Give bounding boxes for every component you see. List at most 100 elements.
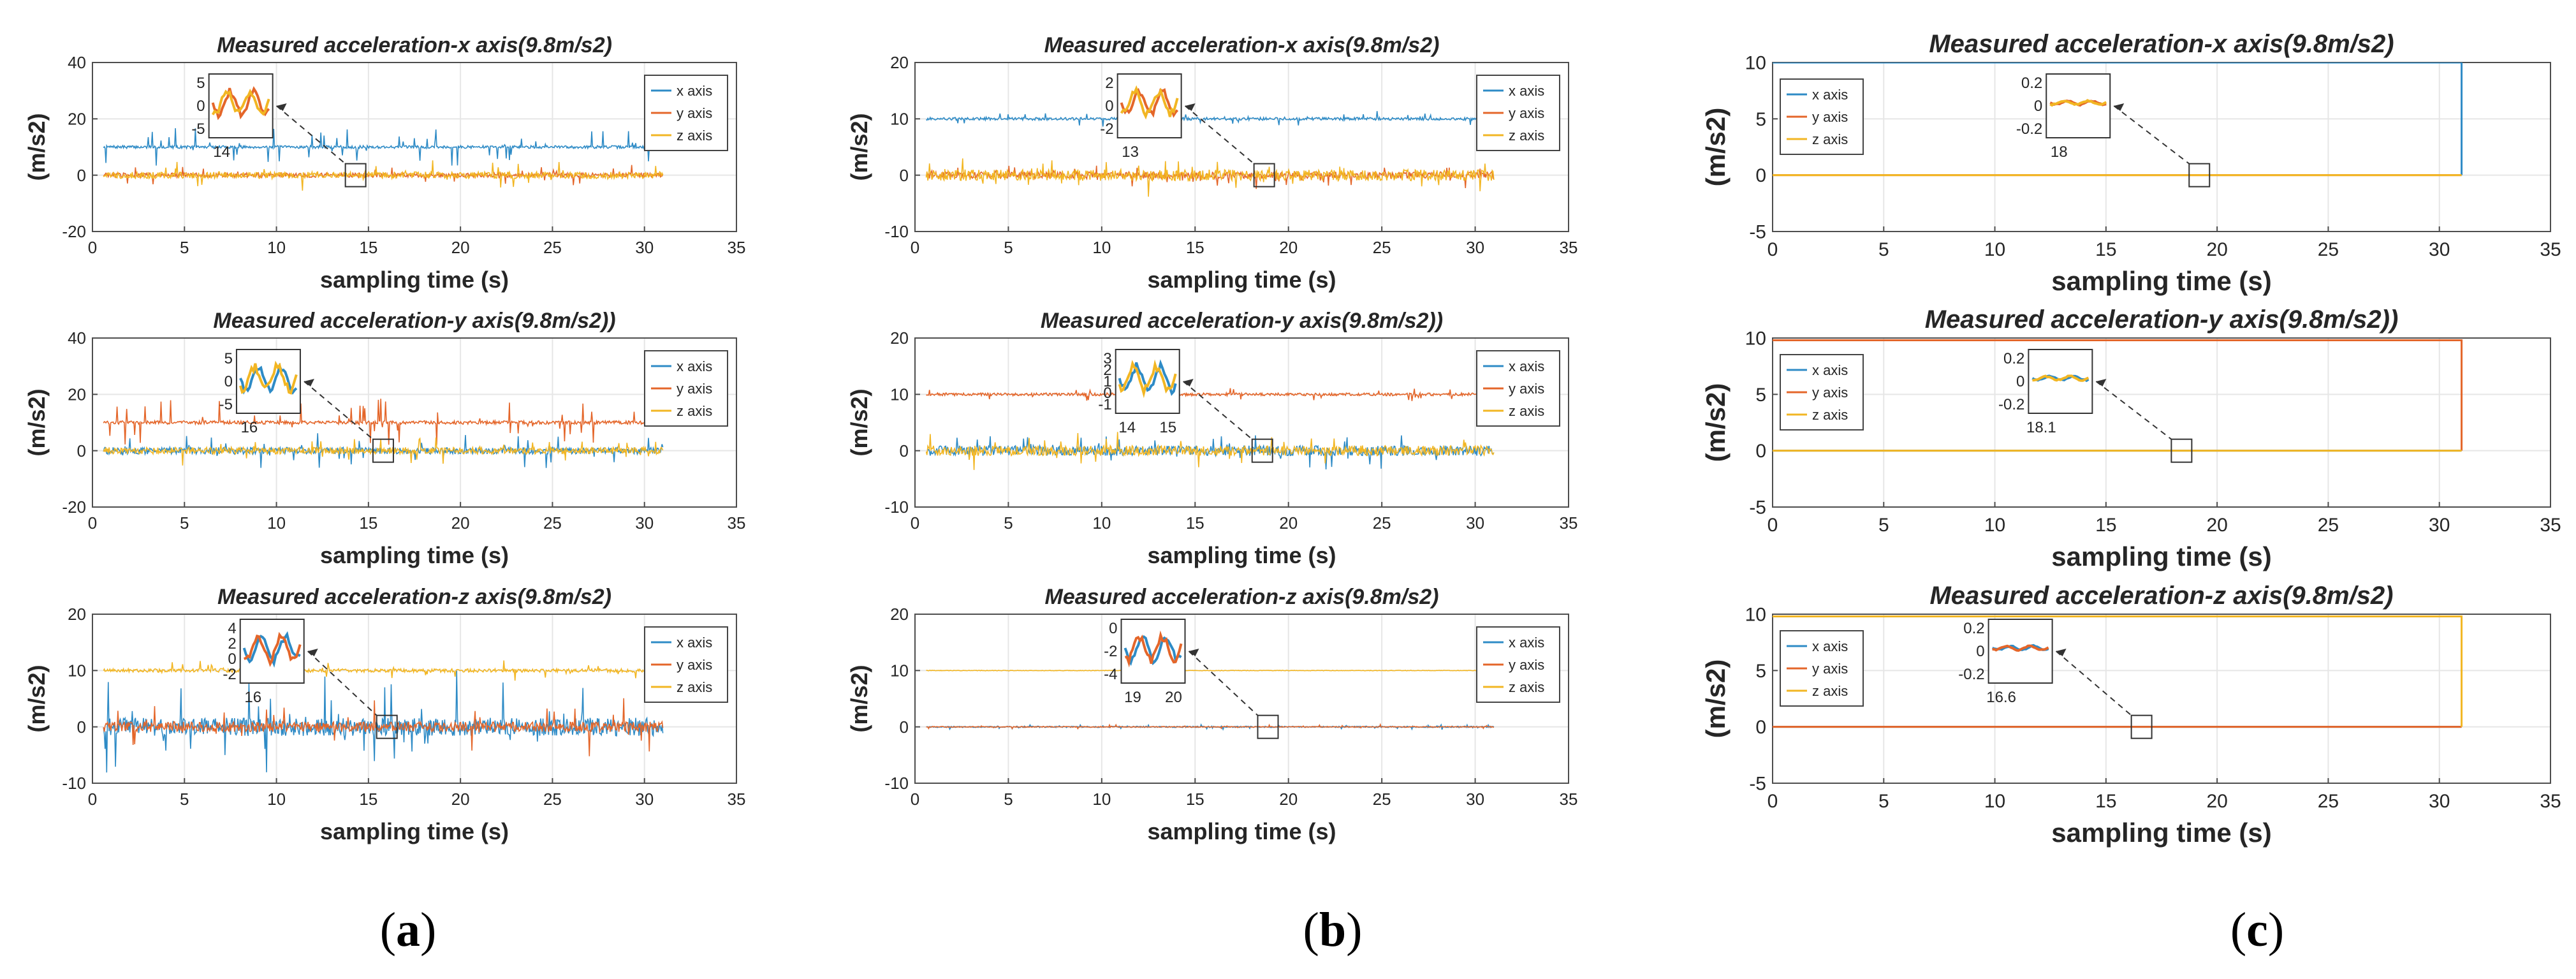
inset-y-tick-1: 0 (1105, 98, 1113, 115)
series-line-z-axis (925, 158, 1495, 197)
legend: x axis y axis z axis (1780, 630, 1864, 707)
x-axis-label: sampling time (s) (320, 267, 509, 293)
inset-frame (239, 619, 305, 684)
x-tick-label-6: 30 (1466, 513, 1484, 533)
legend-label-2: z axis (1812, 683, 1848, 699)
inset-trace-1 (1992, 644, 2049, 652)
inset-y-tick-2: 1 (1103, 373, 1111, 390)
inset-y-tick-2: -0.2 (1998, 396, 2024, 413)
x-tick-label-2: 10 (1092, 790, 1111, 809)
caption-b-close: ) (1346, 903, 1363, 957)
inset-y-tick-2: -2 (1100, 121, 1113, 138)
inset-trace-0 (1118, 359, 1177, 396)
x-tick-label-7: 35 (728, 238, 746, 257)
inset-y-tick-1: 0 (1976, 643, 1984, 660)
inset-trace-1 (211, 85, 270, 121)
x-tick-label-2: 10 (1984, 515, 2005, 536)
legend-box (644, 75, 728, 151)
series-line-z-axis (103, 160, 664, 191)
inset-trace-0 (1123, 635, 1182, 666)
y-tick-label-2: 5 (1755, 385, 1766, 406)
x-axis-label: sampling time (s) (1147, 267, 1336, 293)
x-axis-label: sampling time (s) (1147, 542, 1336, 568)
x-axis-label: sampling time (s) (2051, 266, 2271, 296)
caption-a-open: ( (379, 903, 396, 957)
x-tick-label-6: 30 (635, 238, 654, 257)
plot-frame (914, 337, 1569, 508)
inset-x-tick-0: 16 (241, 419, 258, 436)
y-axis-label: (m/s2) (1701, 383, 1731, 462)
y-axis-label: (m/s2) (1701, 108, 1731, 187)
x-tick-label-5: 25 (2318, 239, 2339, 260)
plot-frame (1772, 62, 2551, 232)
x-axis-label: sampling time (s) (2051, 541, 2271, 571)
inset-trace-1 (1125, 630, 1183, 668)
y-tick-label-2: 5 (1755, 109, 1766, 130)
x-tick-label-6: 30 (635, 790, 654, 809)
series-group (926, 669, 1495, 731)
x-tick-label-1: 5 (1878, 791, 1889, 812)
plot-frame (92, 62, 737, 232)
series-group (103, 128, 664, 191)
legend-label-0: x axis (677, 83, 712, 99)
x-tick-label-7: 35 (2540, 515, 2561, 536)
caption-c-open: ( (2230, 903, 2247, 957)
x-tick-label-3: 15 (1186, 790, 1204, 809)
y-tick-label-1: 0 (77, 718, 86, 737)
inset-x-tick-0: 19 (1124, 689, 1141, 706)
inset-y-tick-0: 2 (1105, 75, 1113, 92)
caption-c: (c) (2193, 902, 2321, 958)
chart-title: Measured acceleration-x axis(9.8m/s2) (217, 33, 612, 57)
zoom-leader-line (1183, 381, 1253, 440)
series-group (103, 660, 664, 773)
zoom-marker-box (2130, 714, 2153, 739)
y-axis-label: (m/s2) (846, 388, 872, 456)
y-axis-label: (m/s2) (846, 665, 872, 732)
x-axis-label: sampling time (s) (1147, 818, 1336, 844)
zoom-marker-box (1257, 714, 1279, 739)
inset-y-tick-0: 0.2 (1963, 620, 1984, 637)
x-tick-label-5: 25 (2318, 791, 2339, 812)
x-tick-label-6: 30 (2429, 791, 2450, 812)
inset-y-tick-2: -5 (191, 121, 205, 138)
chart-title: Measured acceleration-z axis(9.8m/s2) (1045, 585, 1439, 609)
legend-label-0: x axis (1812, 87, 1848, 103)
series-line-x-axis (1773, 63, 2463, 175)
caption-b: (b) (1269, 902, 1396, 958)
legend: x axis y axis z axis (644, 626, 728, 703)
inset-y-tick-2: -0.2 (2016, 121, 2042, 138)
inset-trace-2 (238, 360, 298, 395)
x-tick-label-3: 15 (1186, 238, 1204, 257)
x-tick-label-4: 20 (2206, 239, 2227, 260)
inset-x-tick-0: 16 (244, 689, 261, 706)
x-tick-label-3: 15 (2095, 791, 2116, 812)
legend-label-1: y axis (677, 657, 712, 673)
y-axis-label: (m/s2) (24, 113, 50, 180)
y-tick-label-1: 0 (900, 718, 909, 737)
chart-title: Measured acceleration-x axis(9.8m/s2) (1929, 30, 2394, 58)
zoom-leader-line (307, 651, 377, 716)
y-tick-label-0: -20 (62, 222, 86, 241)
series-group (1773, 63, 2463, 177)
y-tick-label-3: 10 (1745, 328, 1766, 350)
inset-x-tick-0: 18 (2051, 144, 2068, 161)
x-tick-label-4: 20 (1279, 238, 1298, 257)
x-tick-label-6: 30 (635, 513, 654, 533)
legend-label-0: x axis (677, 358, 712, 374)
x-tick-label-2: 10 (1984, 791, 2005, 812)
x-tick-label-0: 0 (911, 238, 919, 257)
x-tick-label-6: 30 (1466, 238, 1484, 257)
legend-label-2: z axis (1509, 128, 1544, 144)
inset-y-tick-0: 4 (228, 620, 236, 637)
zoom-arrow-head (1185, 103, 1196, 111)
inset-y-tick-0: 5 (196, 75, 205, 92)
inset-x-tick-0: 14 (1118, 419, 1136, 436)
series-line-y-axis (103, 399, 664, 445)
inset: 0.2 0 -0.216.6 (1958, 619, 2053, 706)
y-tick-label-0: -5 (1749, 497, 1766, 519)
x-tick-label-0: 0 (1767, 239, 1778, 260)
x-tick-label-1: 5 (180, 513, 189, 533)
x-tick-label-6: 30 (1466, 790, 1484, 809)
